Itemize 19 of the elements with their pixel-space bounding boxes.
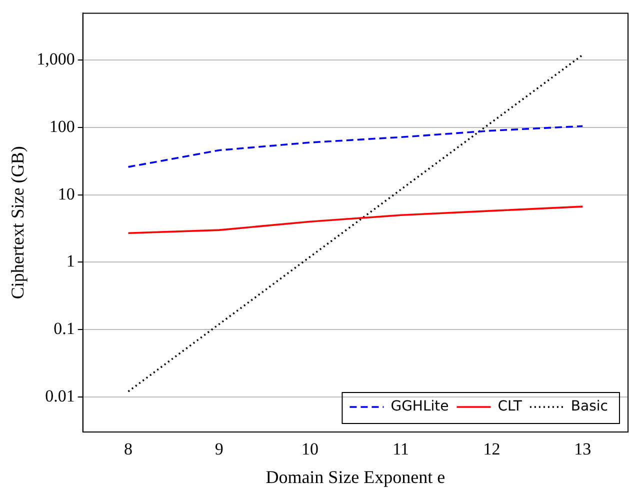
x-tick-label: 9 bbox=[214, 440, 224, 459]
x-axis-title: Domain Size Exponent e bbox=[266, 466, 446, 487]
x-tick-label: 11 bbox=[392, 440, 410, 459]
y-tick-label: 1,000 bbox=[36, 50, 75, 69]
y-axis-title: Ciphertext Size (GB) bbox=[8, 146, 28, 300]
line-series bbox=[127, 125, 584, 168]
legend-label: CLT bbox=[498, 398, 522, 415]
x-tick-label: 12 bbox=[483, 440, 500, 459]
line-series bbox=[127, 54, 584, 392]
y-tick-label: 100 bbox=[49, 117, 75, 136]
y-tick-label: 0.01 bbox=[45, 386, 75, 406]
x-tick-label: 13 bbox=[574, 440, 592, 459]
y-tick-label: 10 bbox=[58, 184, 75, 204]
x-tick-label: 8 bbox=[124, 440, 133, 459]
legend-label: Basic bbox=[570, 398, 608, 415]
legend-label: GGHLite bbox=[390, 398, 449, 415]
x-tick-label: 10 bbox=[301, 440, 318, 459]
y-tick-label: 0.1 bbox=[54, 318, 75, 338]
y-tick-label: 1 bbox=[66, 252, 75, 271]
